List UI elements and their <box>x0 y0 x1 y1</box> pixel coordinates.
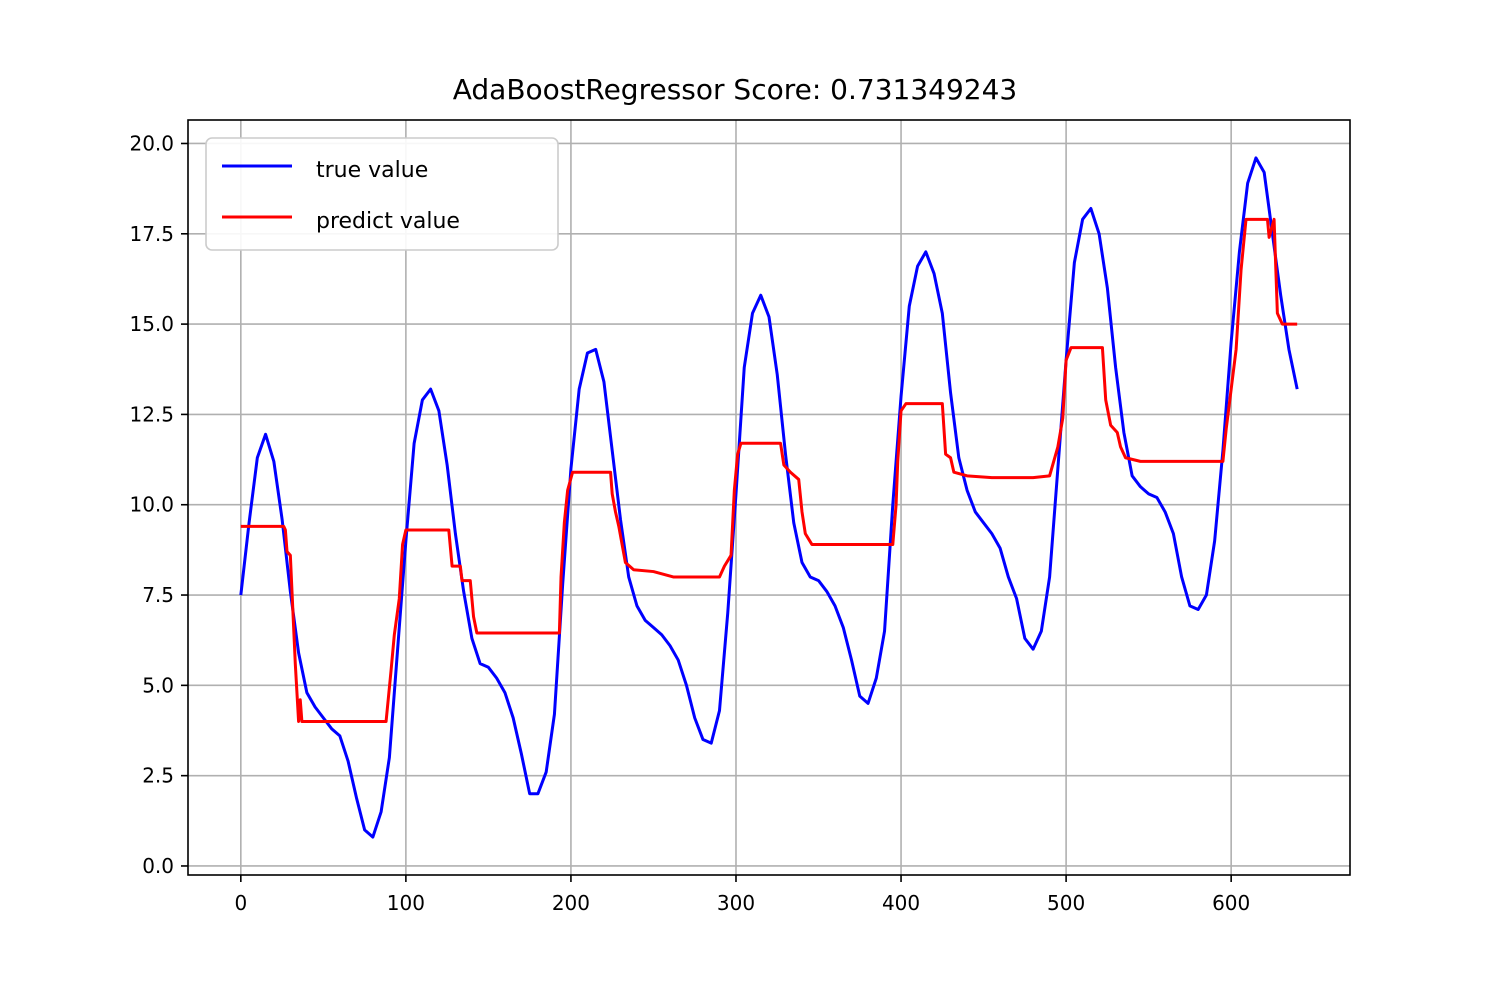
y-tick-label: 2.5 <box>142 764 174 788</box>
y-tick-label: 20.0 <box>129 131 174 155</box>
legend-label-true-value: true value <box>316 158 428 183</box>
chart-title: AdaBoostRegressor Score: 0.731349243 <box>453 73 1017 106</box>
x-tick-label: 500 <box>1047 891 1085 915</box>
plot-frame <box>187 119 1351 876</box>
y-tick-label: 0.0 <box>142 854 174 878</box>
x-tick-label: 100 <box>387 891 425 915</box>
legend-box <box>205 137 559 251</box>
x-tick-label: 400 <box>882 891 920 915</box>
x-tick-label: 200 <box>552 891 590 915</box>
y-tick-label: 10.0 <box>129 493 174 517</box>
x-tick-label: 300 <box>717 891 755 915</box>
legend: true value predict value <box>205 137 559 251</box>
series-line-predict-value <box>240 217 1298 723</box>
series-layer <box>239 156 1299 839</box>
y-tick-label: 12.5 <box>129 402 174 426</box>
y-tick-label: 15.0 <box>129 312 174 336</box>
series-line-true-value <box>239 156 1299 839</box>
axes: 0 100 200 300 400 500 600 0.0 2.5 5.0 7.5 10.0 12.5 1… <box>129 131 1250 915</box>
x-tick-label: 0 <box>234 891 247 915</box>
y-tick-label: 17.5 <box>129 222 174 246</box>
legend-label-predict-value: predict value <box>316 209 460 234</box>
y-tick-label: 5.0 <box>142 673 174 697</box>
x-tick-label: 600 <box>1212 891 1250 915</box>
y-tick-label: 7.5 <box>142 583 174 607</box>
